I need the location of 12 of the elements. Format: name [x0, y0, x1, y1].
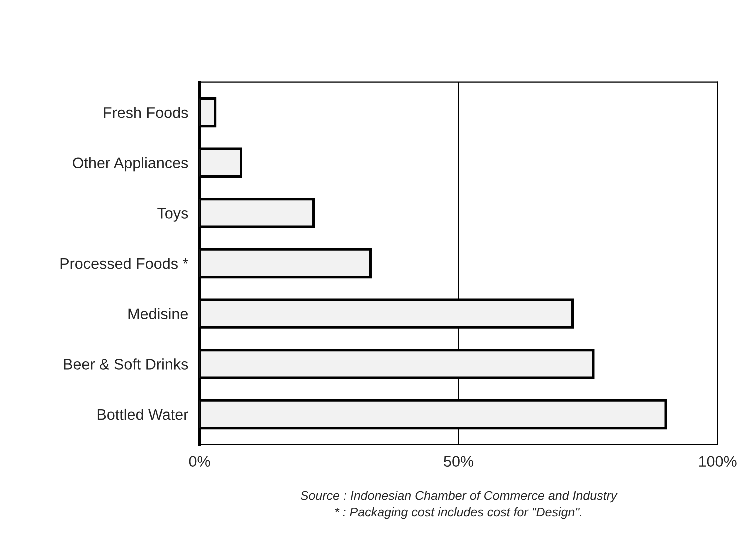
y-tick-label: Other Appliances: [73, 157, 188, 172]
x-tick-label: 100%: [699, 456, 737, 468]
x-tick-label: 0%: [189, 456, 210, 468]
source-note: Source : Indonesian Chamber of Commerce and Industry: [300, 491, 618, 503]
y-tick-label: Medisine: [128, 308, 188, 320]
y-tick-label: Beer & Soft Drinks: [64, 358, 188, 370]
y-tick-label: Fresh Foods: [104, 107, 188, 118]
y-tick-label: Toys: [158, 208, 188, 222]
text: * : Packaging cost includes cost for "Design".: [335, 507, 582, 520]
y-tick-label: Processed Foods *: [60, 258, 188, 270]
x-tick-label: 50%: [444, 456, 474, 468]
y-tick-label: Bottled Water: [98, 408, 188, 420]
